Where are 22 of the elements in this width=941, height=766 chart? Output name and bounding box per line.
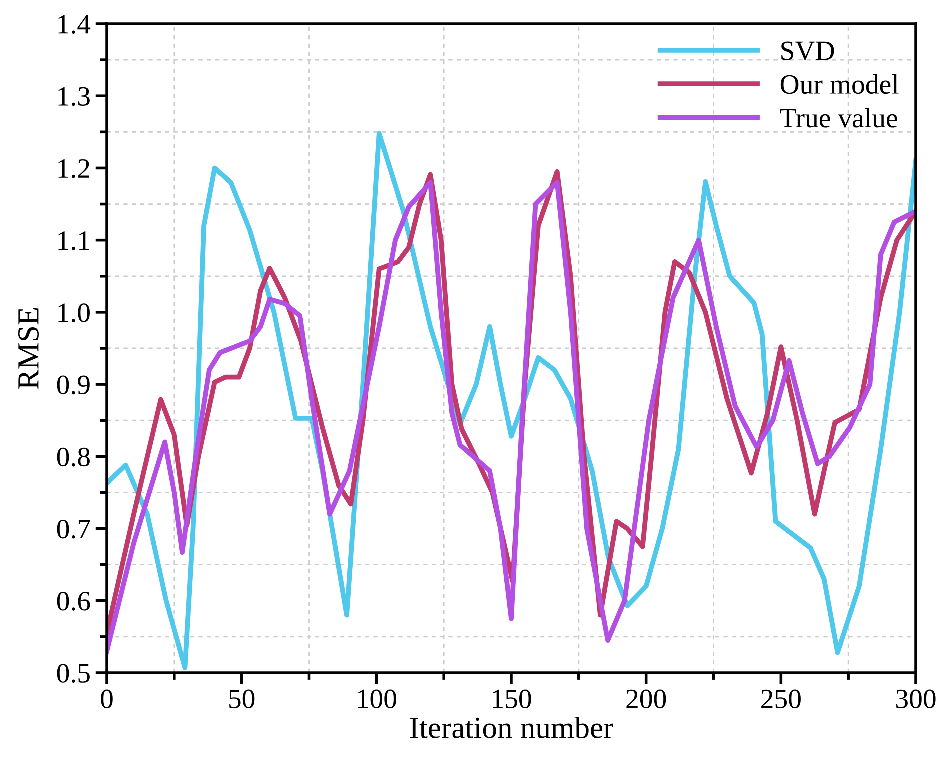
y-axis-title: RMSE (18, 308, 39, 390)
y-tick-label: 1.2 (58, 159, 90, 178)
y-tick-label: 1.4 (58, 15, 91, 34)
y-tick-label: 1.1 (58, 232, 90, 250)
y-tick-label: 1.3 (58, 87, 90, 106)
x-tick-label: 100 (358, 690, 396, 709)
y-tick-label: 1.0 (58, 304, 90, 322)
x-tick-label: 300 (896, 690, 936, 709)
legend-label: SVD (782, 42, 834, 61)
y-tick-label: 0.8 (57, 448, 90, 467)
x-tick-label: 250 (762, 690, 801, 709)
y-tick-label: 0.5 (57, 664, 90, 684)
x-tick-label: 200 (626, 690, 666, 709)
x-tick-label: 0 (101, 690, 113, 709)
legend-label: True value (780, 108, 898, 128)
x-axis-title: Iteration number (410, 716, 614, 738)
legend-label: Our model (780, 74, 899, 94)
x-tick-label: 150 (493, 690, 532, 709)
x-tick-label: 50 (230, 690, 255, 709)
y-tick-label: 0.9 (57, 376, 90, 395)
y-tick-label: 0.6 (57, 592, 90, 611)
y-tick-label: 0.7 (57, 520, 90, 539)
